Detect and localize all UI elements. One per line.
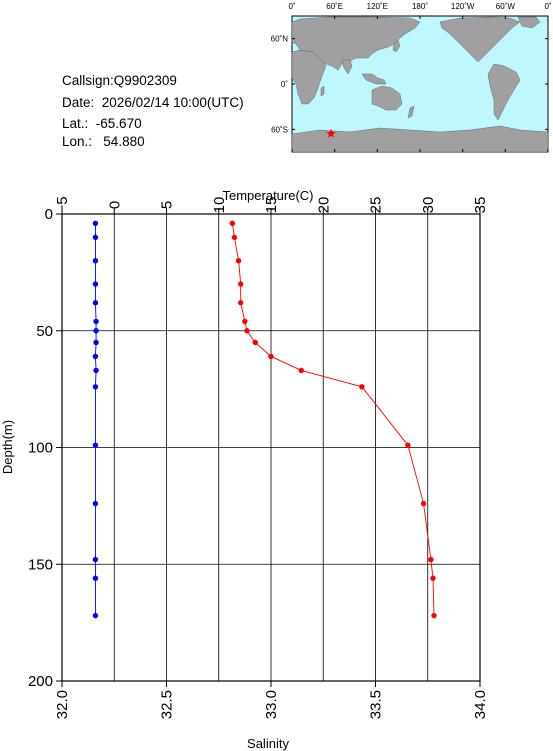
depth-tick-label: 150 — [28, 556, 53, 573]
map-longitude-label: 120˚W — [451, 2, 475, 11]
temperature-point — [242, 318, 248, 325]
callsign-label: Callsign: — [62, 73, 114, 88]
salinity-point — [92, 258, 99, 264]
world-map: 0˚ 60˚E 120˚E 180˚ 120˚W 60˚W 0˚ 60˚N 0˚ 60˚S — [271, 2, 552, 153]
location-marker-star-icon — [326, 128, 336, 138]
temperature-tick-label: 35 — [472, 197, 489, 214]
lat-value: -65.670 — [95, 116, 142, 131]
map-longitude-label: 120˚E — [367, 2, 388, 11]
map-longitude-label: 0˚ — [288, 2, 295, 11]
salinity-point — [92, 575, 99, 581]
callsign-line: Callsign:Q9902309 — [62, 73, 177, 89]
temperature-tick-label: 10 — [211, 197, 228, 214]
map-longitude-label: 0˚ — [544, 2, 551, 11]
lon-label: Lon.: — [62, 134, 93, 149]
temperature-point — [298, 367, 305, 374]
salinity-line — [94, 223, 97, 616]
temperature-point — [428, 556, 434, 563]
land-indonesia — [361, 73, 387, 85]
temperature-point — [405, 442, 411, 448]
temperature-point — [252, 339, 259, 346]
salinity-point — [92, 220, 99, 227]
salinity-point — [92, 300, 99, 306]
land-africa — [291, 49, 327, 105]
temperature-point — [244, 328, 250, 334]
temperature-tick-label: 30 — [420, 197, 437, 214]
salinity-axis-title: Salinity — [247, 736, 289, 751]
temperature-point — [268, 353, 274, 360]
date-line: Date: 2026/02/14 10:00(UTC) — [62, 95, 244, 111]
map-longitude-label: 60˚E — [326, 2, 343, 11]
map-latitude-label: 0˚ — [281, 80, 288, 89]
map-longitude-label: 60˚W — [496, 2, 516, 11]
salinity-tick-label: 33.0 — [263, 690, 280, 719]
depth-tick-label: 200 — [28, 673, 53, 690]
temperature-point — [237, 300, 244, 306]
map-latitude-label: 60˚S — [271, 125, 288, 134]
salinity-point — [92, 281, 99, 287]
salinity-point — [92, 442, 99, 448]
temperature-point — [229, 220, 236, 227]
temperature-point — [359, 384, 365, 390]
temperature-tick-label: 0 — [106, 201, 123, 209]
date-label: Date: — [62, 95, 95, 110]
temperature-point — [420, 500, 427, 507]
depth-tick-label: 50 — [36, 323, 53, 340]
depth-tick-label: 100 — [28, 440, 53, 457]
lat-label: Lat.: — [62, 116, 89, 131]
land-south-america — [487, 63, 521, 121]
salinity-point — [92, 612, 99, 619]
salinity-point — [93, 367, 99, 374]
temperature-point — [231, 234, 238, 241]
salinity-point — [92, 500, 99, 507]
salinity-point — [92, 234, 99, 241]
land-madagascar — [320, 85, 325, 97]
land-japan — [392, 39, 401, 53]
temperature-tick-label: 5 — [159, 201, 176, 209]
callsign-value: Q9902309 — [113, 73, 177, 88]
lat-line: Lat.: -65.670 — [62, 116, 142, 132]
temperature-point — [237, 281, 244, 287]
land-australia — [371, 85, 403, 111]
temperature-point — [431, 612, 437, 619]
depth-tick-label: 0 — [45, 206, 53, 223]
lon-value: 54.880 — [103, 134, 145, 149]
temperature-tick-label: −5 — [54, 196, 71, 213]
salinity-point — [92, 353, 99, 360]
land-north-america — [439, 16, 521, 63]
temperature-point — [430, 575, 436, 581]
temperature-line — [231, 223, 435, 616]
salinity-point — [93, 318, 99, 325]
salinity-point — [92, 384, 99, 390]
land-new-zealand — [407, 105, 415, 119]
land-greenland — [517, 16, 541, 29]
salinity-tick-label: 32.5 — [159, 690, 176, 719]
date-value: 2026/02/14 10:00(UTC) — [101, 95, 244, 110]
salinity-point — [93, 339, 99, 346]
salinity-tick-label: 34.0 — [472, 690, 489, 719]
map-latitude-label: 60˚N — [271, 35, 289, 44]
temperature-tick-label: 15 — [263, 197, 280, 214]
lon-line: Lon.: 54.880 — [62, 134, 145, 150]
temperature-axis-title: Temperature(C) — [222, 188, 313, 203]
salinity-tick-label: 33.5 — [368, 690, 385, 719]
temperature-tick-label: 25 — [368, 197, 385, 214]
temperature-point — [235, 258, 242, 264]
salinity-tick-label: 32.0 — [54, 690, 71, 719]
map-longitude-label: 180˚ — [412, 2, 428, 11]
land-india — [341, 59, 353, 75]
salinity-point — [92, 556, 99, 563]
temperature-tick-label: 20 — [315, 197, 332, 214]
depth-axis-title: Depth(m) — [0, 420, 15, 474]
salinity-point — [93, 328, 99, 334]
